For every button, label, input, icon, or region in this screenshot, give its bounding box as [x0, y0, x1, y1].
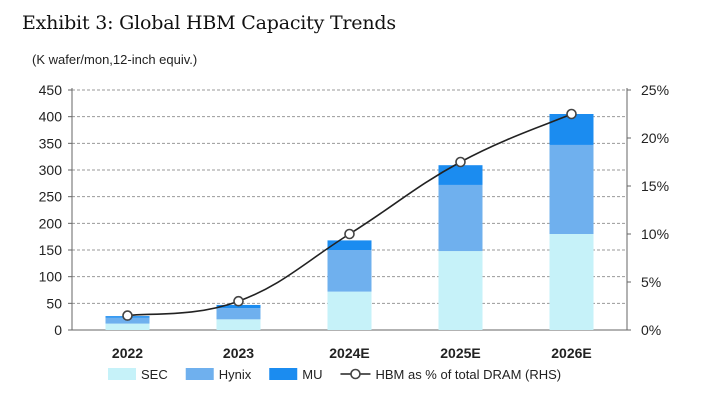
y2-tick-label: 25%	[641, 82, 669, 98]
y2-tick-label: 5%	[641, 274, 661, 290]
x-tick-label: 2022	[112, 345, 143, 361]
legend-label-mu: MU	[302, 367, 322, 382]
bar-sec-2024e	[327, 291, 372, 330]
bar-sec-2023	[216, 319, 261, 330]
bar-hynix-2026e	[549, 144, 594, 234]
x-tick-label: 2026E	[551, 345, 591, 361]
hbm-share-point	[344, 228, 355, 240]
y-tick-label: 200	[39, 215, 63, 231]
hbm-share-point	[566, 108, 577, 120]
bar-hynix-2025e	[438, 184, 483, 252]
y2-tick-label: 0%	[641, 322, 661, 338]
chart-title: Exhibit 3: Global HBM Capacity Trends	[22, 12, 396, 34]
x-tick-label: 2023	[223, 345, 254, 361]
legend-label-sec: SEC	[141, 367, 168, 382]
bar-mu-2025e	[438, 165, 483, 185]
bar-sec-2026e	[549, 234, 594, 330]
hbm-share-point	[122, 310, 133, 321]
bar-mu-2023	[216, 304, 261, 309]
y2-tick-label: 10%	[641, 226, 669, 242]
x-tick-label: 2024E	[329, 345, 369, 361]
bar-mu-2024e	[327, 240, 372, 250]
y2-tick-label: 20%	[641, 130, 669, 146]
y-tick-label: 100	[39, 269, 63, 285]
bar-sec-2022	[105, 323, 150, 330]
bar-sec-2025e	[438, 251, 483, 330]
chart-subtitle: (K wafer/mon,12-inch equiv.)	[32, 52, 198, 67]
hbm-share-point	[455, 156, 466, 168]
x-tick-label: 2025E	[440, 345, 480, 361]
legend-label-hbm-share: HBM as % of total DRAM (RHS)	[375, 367, 561, 382]
legend-swatch-mu	[269, 368, 298, 380]
legend-swatch-hynix	[185, 368, 214, 380]
bar-hynix-2023	[216, 308, 261, 320]
hbm-share-point	[233, 295, 244, 307]
legend-line-marker	[350, 368, 361, 380]
y-tick-label: 0	[54, 322, 62, 338]
y-tick-label: 300	[39, 162, 63, 178]
y-tick-label: 150	[39, 242, 63, 258]
y-tick-label: 400	[39, 109, 63, 125]
y-tick-label: 250	[39, 189, 63, 205]
y2-tick-label: 15%	[641, 178, 669, 194]
y-tick-label: 50	[46, 295, 62, 311]
legend-label-hynix: Hynix	[219, 367, 252, 382]
legend-swatch-sec	[108, 368, 136, 380]
bar-hynix-2024e	[327, 250, 372, 292]
y-tick-label: 450	[39, 82, 63, 98]
y-tick-label: 350	[39, 135, 63, 151]
